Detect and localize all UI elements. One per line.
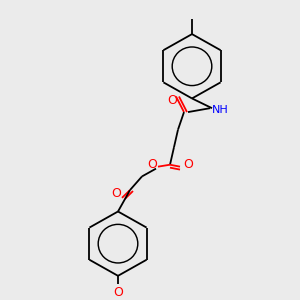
Text: NH: NH — [212, 105, 229, 115]
Text: O: O — [183, 158, 193, 171]
Text: O: O — [147, 158, 157, 171]
Text: O: O — [113, 286, 123, 298]
Text: O: O — [111, 188, 121, 200]
Text: O: O — [167, 94, 177, 107]
